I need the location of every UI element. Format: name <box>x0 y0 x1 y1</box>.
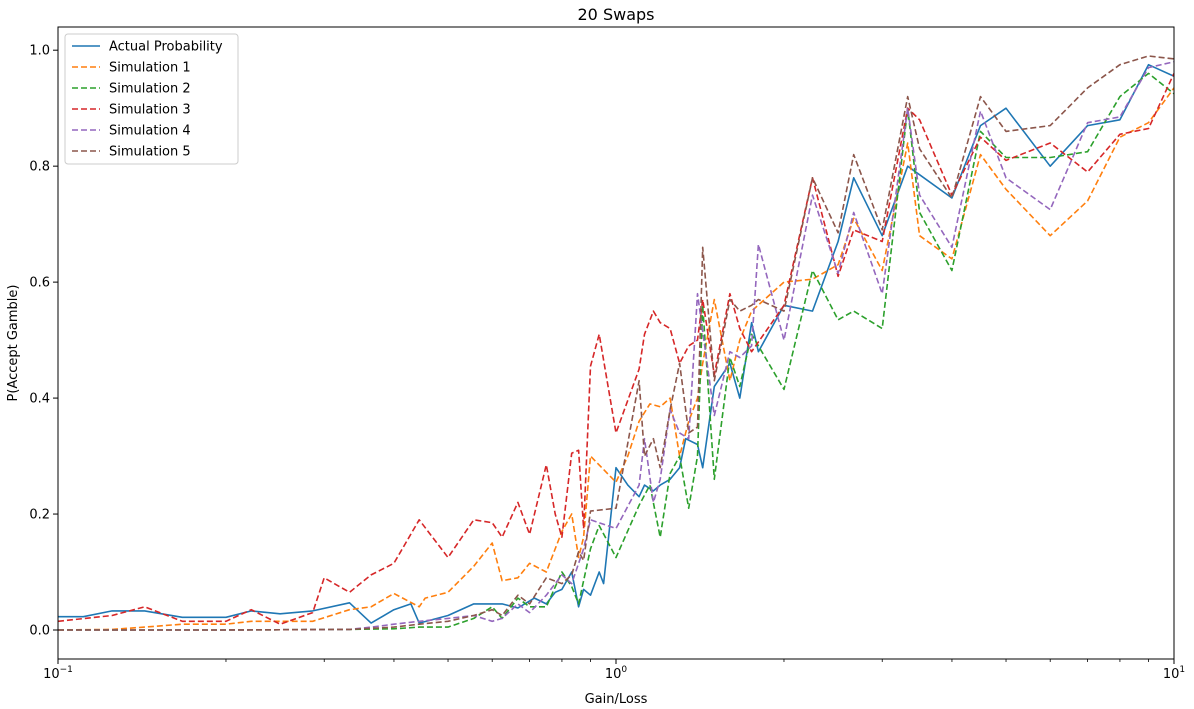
legend: Actual Probability Simulation 1 Simulation… <box>64 33 239 165</box>
x-tick-label-base: 10 <box>1163 667 1180 682</box>
x-tick-label-base: 10 <box>605 667 622 682</box>
series-line-simulation-5 <box>58 55 1174 631</box>
legend-box <box>64 33 239 165</box>
legend-label: Simulation 5 <box>109 145 191 160</box>
series-line-simulation-1 <box>58 87 1174 631</box>
x-tick-label: 101 <box>1163 665 1185 682</box>
y-axis-title: P(Accept Gamble) <box>6 285 21 402</box>
series-line-simulation-2 <box>58 72 1174 631</box>
series-layer <box>58 55 1174 631</box>
x-tick-label: 100 <box>605 665 628 682</box>
series-line-simulation-3 <box>58 73 1174 626</box>
legend-label: Simulation 3 <box>109 103 191 118</box>
y-tick-label: 0.2 <box>29 508 50 523</box>
y-tick-label: 0.0 <box>29 624 50 639</box>
x-tick-label-base: 10 <box>43 667 60 682</box>
y-axis: 0.0 0.2 0.4 0.6 0.8 1.0 <box>29 44 58 639</box>
x-tick-label-exponent: 0 <box>621 665 627 675</box>
legend-label: Simulation 2 <box>109 82 191 97</box>
x-tick-label: 10−1 <box>43 665 73 682</box>
chart-title: 20 Swaps <box>578 5 655 24</box>
legend-label: Simulation 4 <box>109 124 191 139</box>
series-line-actual-probability <box>58 63 1174 624</box>
y-tick-label: 0.6 <box>29 276 50 291</box>
x-axis: 10−1 100 101 <box>43 659 1185 682</box>
y-tick-label: 0.4 <box>29 392 50 407</box>
legend-label: Actual Probability <box>109 40 223 55</box>
y-tick-label: 0.8 <box>29 160 50 175</box>
legend-label: Simulation 1 <box>109 61 191 76</box>
x-axis-title: Gain/Loss <box>585 692 648 707</box>
y-tick-label: 1.0 <box>29 44 50 59</box>
x-tick-label-exponent: 1 <box>1179 665 1185 675</box>
x-tick-label-exponent: −1 <box>60 665 73 675</box>
series-line-simulation-4 <box>58 61 1174 631</box>
